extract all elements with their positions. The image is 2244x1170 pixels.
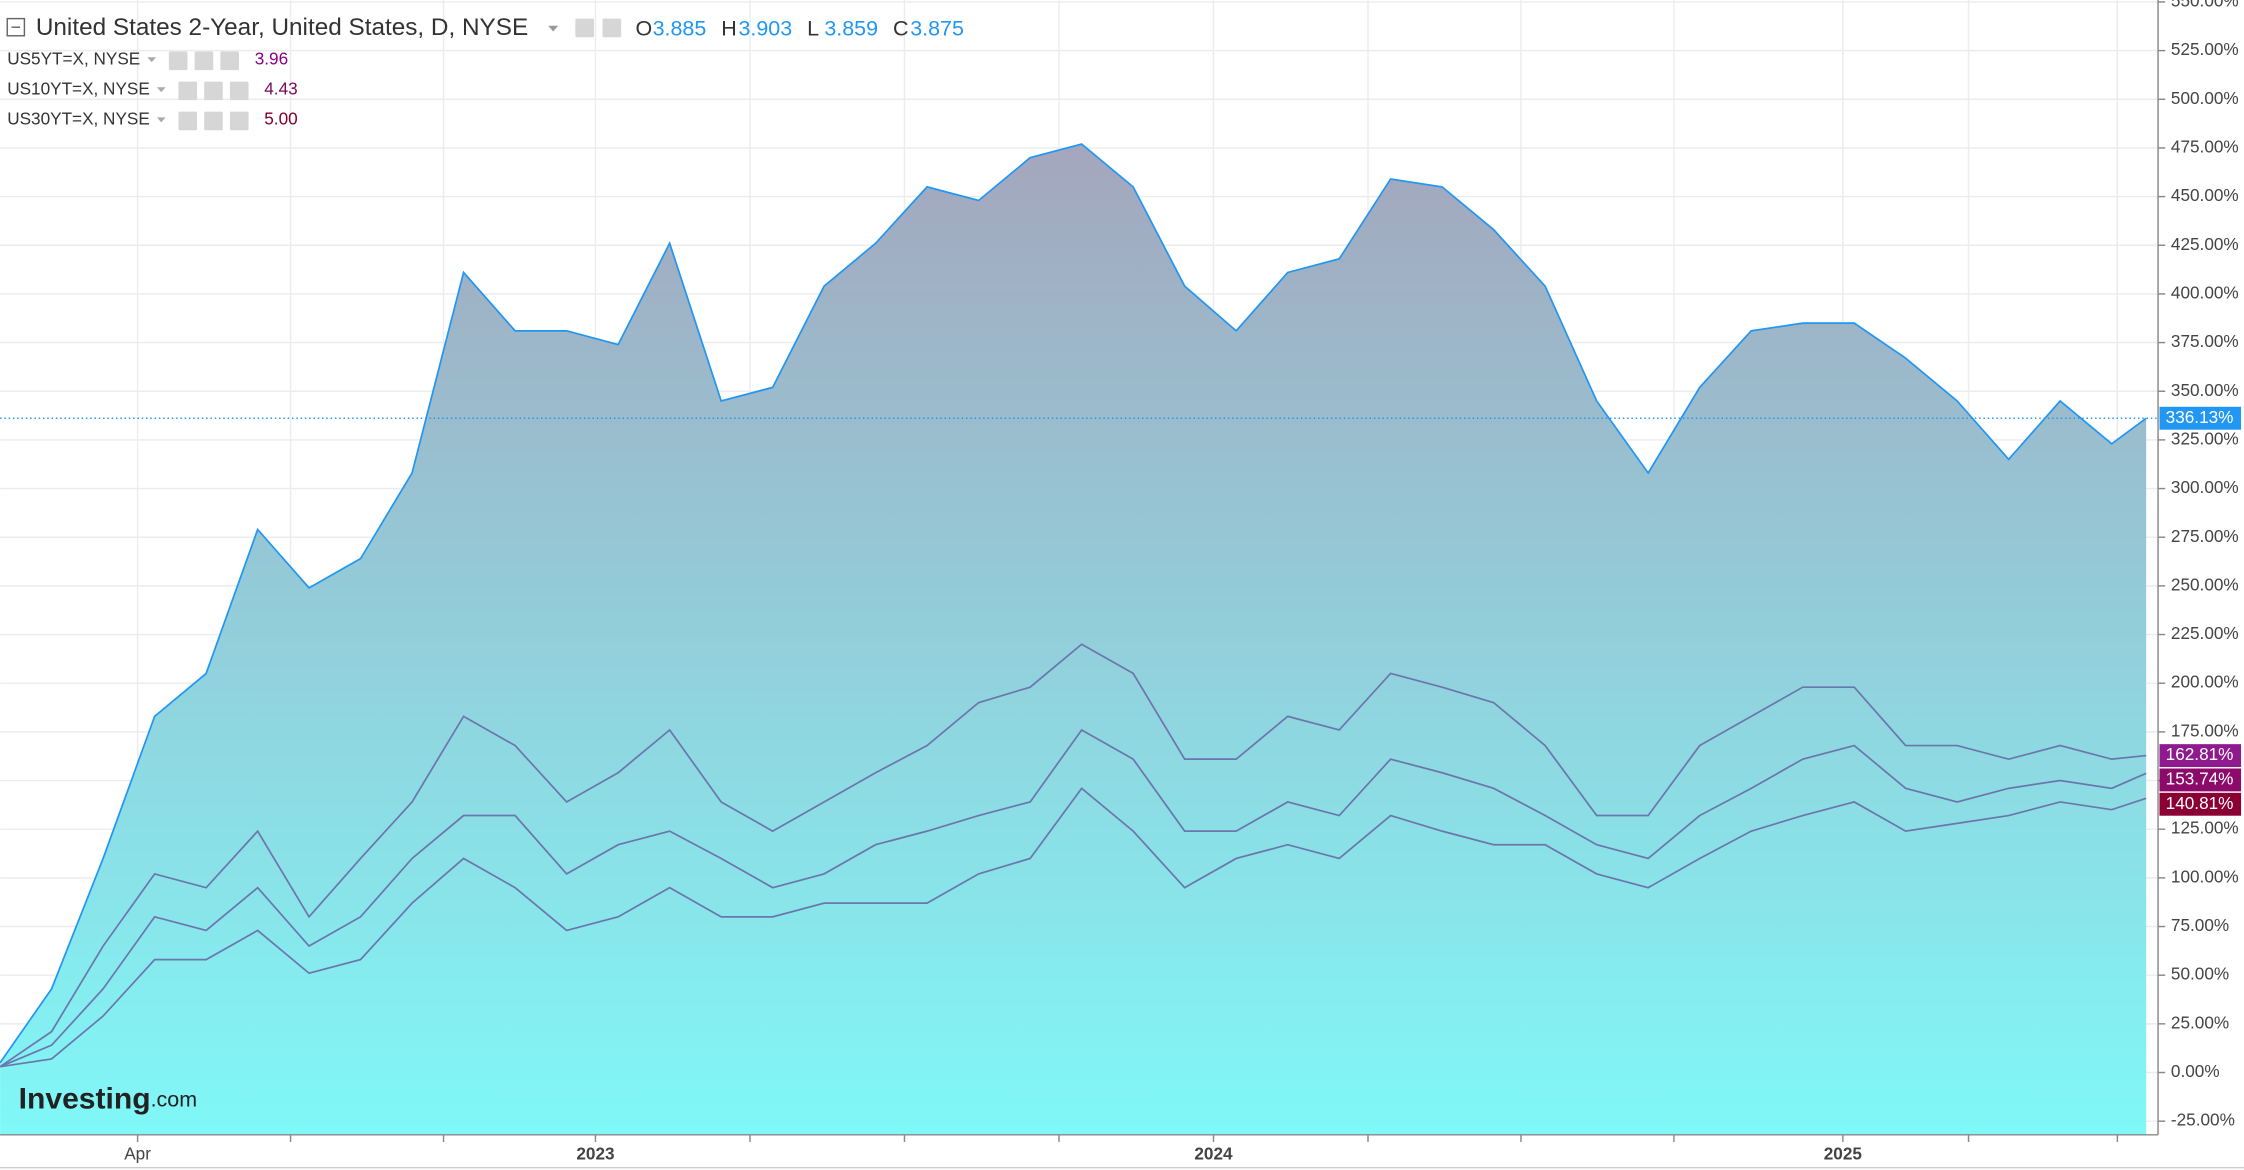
y-tick-label: 475.00% [2171,136,2239,156]
dropdown-arrow [548,25,559,32]
last-value-tag [2159,744,2242,768]
y-tick-label: 250.00% [2171,574,2239,594]
legend-icon[interactable] [168,51,188,71]
y-tick-label: -25.00% [2171,1110,2235,1130]
ohlc-key: H [721,17,737,41]
y-tick-label: 325.00% [2171,428,2239,448]
y-tick-label: 175.00% [2171,720,2239,740]
settings-icon[interactable] [575,18,594,38]
line [0,787,2147,1068]
y-tick-label: 525.00% [2171,39,2239,59]
line [0,643,2147,1068]
y-tick-label: 50.00% [2171,964,2229,984]
legend-quote: 5.00 [264,109,297,129]
last-value-label: 153.74% [2166,768,2234,788]
last-value-label: 336.13% [2166,407,2234,427]
y-tick-label: 75.00% [2171,915,2229,935]
y-tick-label: 425.00% [2171,234,2239,254]
ohlc-value: 3.859 [824,17,878,41]
ohlc-key: C [893,17,909,41]
legend-icon[interactable] [204,111,223,131]
ohlc-value: 3.885 [653,17,707,41]
y-tick-label: 125.00% [2171,818,2239,838]
watermark: Investing.com [19,1082,197,1115]
last-value-tag [2159,406,2242,430]
legend-name: US5YT=X, NYSE [7,49,140,69]
settings-icon[interactable] [602,18,622,38]
dropdown-arrow [156,87,166,93]
y-tick-label: 450.00% [2171,185,2239,205]
legend-icon[interactable] [204,81,223,101]
dropdown-arrow [156,117,166,123]
y-tick-label: 25.00% [2171,1012,2229,1032]
legend-icon[interactable] [178,111,198,131]
ohlc-value: 3.903 [738,17,792,41]
y-tick-label: 0.00% [2171,1061,2220,1081]
legend-icon[interactable] [220,51,239,71]
y-tick-label: 100.00% [2171,866,2239,886]
legend-name: US30YT=X, NYSE [7,109,150,129]
legend-icon[interactable] [229,81,249,101]
ohlc-key: O [635,17,652,41]
legend-icon[interactable] [229,111,249,131]
watermark-suffix: .com [151,1087,198,1111]
y-tick-label: 400.00% [2171,282,2239,302]
y-tick-label: 200.00% [2171,672,2239,692]
y-tick-label: 275.00% [2171,526,2239,546]
dropdown-arrow [147,57,156,63]
legend-icon[interactable] [178,81,198,101]
line [0,728,2147,1068]
last-value-label: 162.81% [2166,744,2234,764]
y-tick-label: 225.00% [2171,623,2239,643]
y-tick-label: 300.00% [2171,477,2239,497]
legend: United States 2-Year, United States, D, … [6,14,964,131]
x-tick-label: 2024 [1194,1143,1233,1163]
watermark-brand: Investing [19,1082,151,1115]
area [0,144,2147,1135]
plot [0,143,2159,1135]
legend-quote: 3.96 [255,49,288,69]
x-tick-label: 2023 [576,1143,614,1163]
y-tick-label: 550.00% [2171,0,2239,10]
legend-icon[interactable] [194,51,214,71]
x-tick-label: Apr [124,1143,151,1163]
legend-name: US10YT=X, NYSE [7,79,150,99]
ohlc-value: 3.875 [910,17,964,41]
x-tick-label: 2025 [1824,1143,1863,1163]
last-value-tag [2159,792,2242,816]
line [0,143,2147,1064]
y-tick-label: 350.00% [2171,380,2239,400]
last-value-label: 140.81% [2166,793,2234,813]
y-tick-label: 375.00% [2171,331,2239,351]
y-tick-label: 500.00% [2171,88,2239,108]
chart-title: United States 2-Year, United States, D, … [36,14,528,41]
ohlc-key: L [807,17,819,41]
legend-quote: 4.43 [264,79,297,99]
last-value-tag [2159,768,2242,792]
